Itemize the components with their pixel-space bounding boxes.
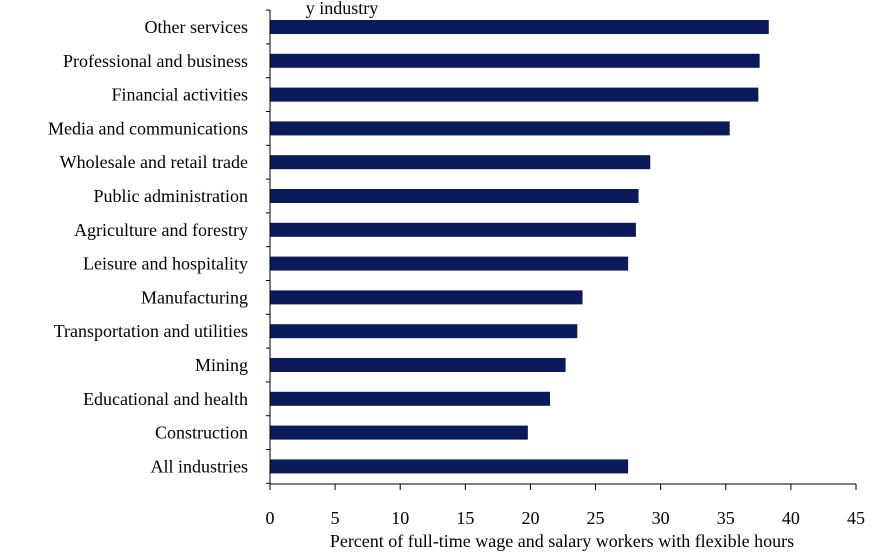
- bar-other-services: [270, 20, 769, 34]
- bar-agriculture-and-forestry: [270, 222, 636, 237]
- bar-construction: [270, 425, 528, 440]
- bar-mining: [270, 358, 566, 372]
- x-tick-label: 0: [266, 508, 275, 528]
- category-label-transportation-and-utilities: Transportation and utilities: [54, 321, 248, 341]
- x-tick-label: 35: [717, 508, 735, 528]
- bar-professional-and-business: [270, 53, 760, 68]
- category-label-other-services: Other services: [145, 17, 248, 37]
- category-label-mining: Mining: [195, 355, 248, 375]
- x-axis: 0 5 10 15 20 25 30 35 40 45: [266, 9, 865, 528]
- chart-title: y industry: [306, 0, 379, 18]
- bar-all-industries: [270, 459, 629, 474]
- bar-media-and-communications: [270, 121, 730, 136]
- x-tick-label: 10: [391, 508, 409, 528]
- category-label-wholesale-and-retail-trade: Wholesale and retail trade: [60, 152, 248, 172]
- x-axis-title: Percent of full-time wage and salary wor…: [330, 531, 794, 551]
- category-label-public-administration: Public administration: [94, 186, 249, 206]
- category-label-manufacturing: Manufacturing: [141, 287, 248, 307]
- category-label-construction: Construction: [155, 423, 248, 443]
- bar-transportation-and-utilities: [270, 324, 578, 339]
- x-tick-label: 30: [652, 508, 670, 528]
- x-tick-label: 40: [782, 508, 800, 528]
- category-label-professional-and-business: Professional and business: [63, 51, 248, 71]
- category-label-all-industries: All industries: [151, 456, 249, 476]
- bar-leisure-and-hospitality: [270, 256, 629, 271]
- x-tick-label: 45: [847, 508, 865, 528]
- category-label-leisure-and-hospitality: Leisure and hospitality: [83, 254, 248, 274]
- bar-financial-activities: [270, 87, 759, 102]
- category-labels-group: Other services Professional and business F…: [48, 17, 248, 476]
- bar-wholesale-and-retail-trade: [270, 155, 651, 170]
- category-label-financial-activities: Financial activities: [112, 85, 248, 105]
- x-tick-label: 5: [331, 508, 340, 528]
- bar-manufacturing: [270, 290, 583, 305]
- category-label-agriculture-and-forestry: Agriculture and forestry: [74, 220, 248, 240]
- bar-public-administration: [270, 189, 639, 203]
- category-label-media-and-communications: Media and communications: [48, 118, 248, 138]
- x-tick-label: 20: [521, 508, 539, 528]
- category-label-educational-and-health: Educational and health: [83, 389, 248, 409]
- x-tick-label: 15: [456, 508, 474, 528]
- bar-educational-and-health: [270, 391, 550, 406]
- bars-group: [270, 20, 769, 474]
- x-tick-label: 25: [587, 508, 605, 528]
